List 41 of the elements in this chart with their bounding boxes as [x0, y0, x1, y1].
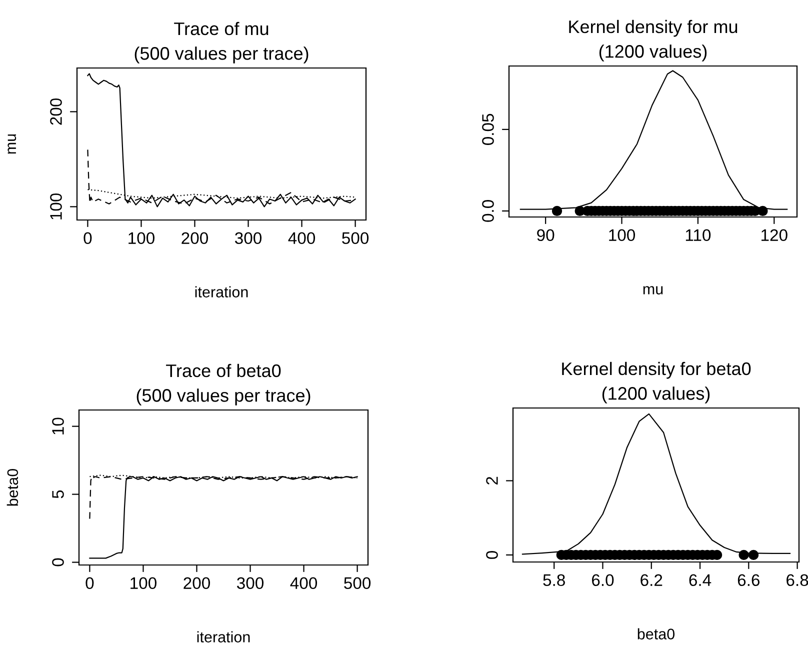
x-tick-label: 6.6 — [738, 574, 760, 586]
chart-title: Trace of beta0 (500 values per trace) — [136, 364, 310, 406]
x-tick-label: 100 — [128, 232, 154, 244]
x-tick-label: 500 — [342, 232, 369, 244]
x-tick-label: 90 — [537, 229, 554, 242]
x-tick-label: 6.8 — [786, 574, 808, 586]
x-axis-title: iteration — [197, 631, 250, 642]
x-tick-label: 6.0 — [592, 574, 614, 586]
x-tick-label: 100 — [609, 229, 636, 242]
y-axis-title: beta0 — [6, 468, 18, 506]
x-tick-label: 100 — [130, 577, 156, 590]
y-tick-label: 5 — [52, 490, 64, 498]
x-tick-label: 6.4 — [689, 574, 712, 586]
y-tick-label: 200 — [50, 98, 62, 125]
chart-title: Kernel density for mu (1200 values) — [569, 20, 738, 62]
x-tick-label: 500 — [344, 577, 371, 590]
chart-title: Trace of mu (500 values per trace) — [134, 22, 308, 64]
x-tick-label: 200 — [184, 577, 210, 590]
x-tick-label: 400 — [288, 232, 316, 244]
y-tick-label: 0 — [52, 558, 64, 566]
x-tick-label: 200 — [182, 232, 208, 244]
x-axis-title: iteration — [195, 286, 248, 298]
x-tick-label: 120 — [762, 229, 788, 242]
y-tick-label: 10 — [52, 418, 64, 434]
chart-title: Kernel density for beta0 (1200 values) — [562, 362, 751, 404]
y-tick-label: 2 — [486, 476, 498, 485]
y-tick-label: 0.0 — [482, 200, 494, 222]
y-tick-label: 0 — [486, 550, 498, 559]
y-tick-label: 100 — [50, 193, 62, 220]
x-tick-label: 0 — [86, 577, 94, 590]
y-tick-label: 0.05 — [482, 114, 494, 145]
y-axis-title: mu — [8, 134, 16, 154]
x-tick-label: 110 — [686, 229, 711, 242]
x-tick-label: 400 — [290, 577, 318, 590]
x-tick-label: 6.2 — [640, 574, 662, 586]
x-tick-label: 5.8 — [543, 574, 565, 586]
x-tick-label: 300 — [236, 577, 264, 590]
x-tick-label: 300 — [234, 232, 262, 244]
x-axis-title: beta0 — [638, 628, 675, 640]
x-tick-label: 0 — [84, 232, 92, 244]
x-axis-title: mu — [643, 286, 663, 294]
